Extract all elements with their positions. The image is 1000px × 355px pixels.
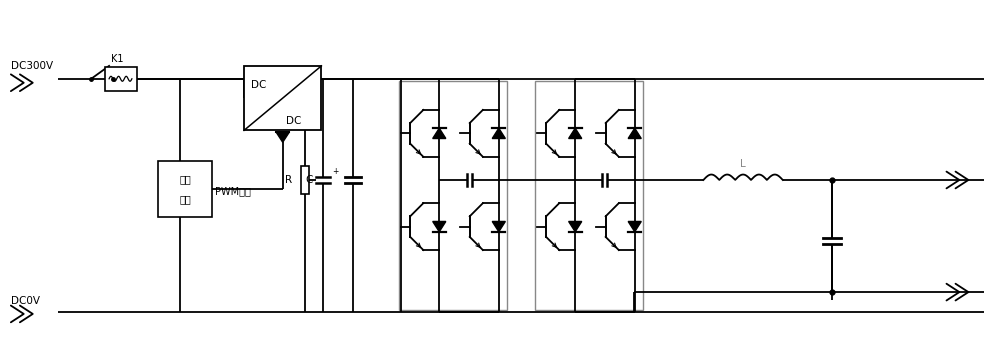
Text: L: L [740, 159, 746, 169]
Text: 逆变: 逆变 [179, 174, 191, 184]
Polygon shape [433, 128, 446, 138]
Text: R: R [285, 175, 292, 185]
Text: DC: DC [251, 80, 266, 90]
Polygon shape [492, 222, 505, 232]
Text: DC: DC [286, 116, 301, 126]
Text: PWM控制: PWM控制 [215, 186, 251, 196]
Polygon shape [569, 222, 582, 232]
Bar [244, 66, 321, 130]
Polygon shape [492, 128, 505, 138]
Polygon shape [628, 222, 641, 232]
Text: DC300V: DC300V [11, 61, 53, 71]
Bar [158, 161, 212, 217]
Text: +: + [332, 167, 339, 176]
Bar [105, 67, 137, 91]
Text: 电路: 电路 [179, 194, 191, 204]
Bar [399, 81, 507, 310]
Polygon shape [433, 222, 446, 232]
Polygon shape [569, 128, 582, 138]
Polygon shape [276, 132, 289, 142]
Text: DC0V: DC0V [11, 296, 40, 306]
Text: C: C [306, 175, 313, 185]
Bar [301, 166, 309, 194]
Text: K1: K1 [111, 54, 124, 64]
Polygon shape [628, 128, 641, 138]
Bar [535, 81, 643, 310]
